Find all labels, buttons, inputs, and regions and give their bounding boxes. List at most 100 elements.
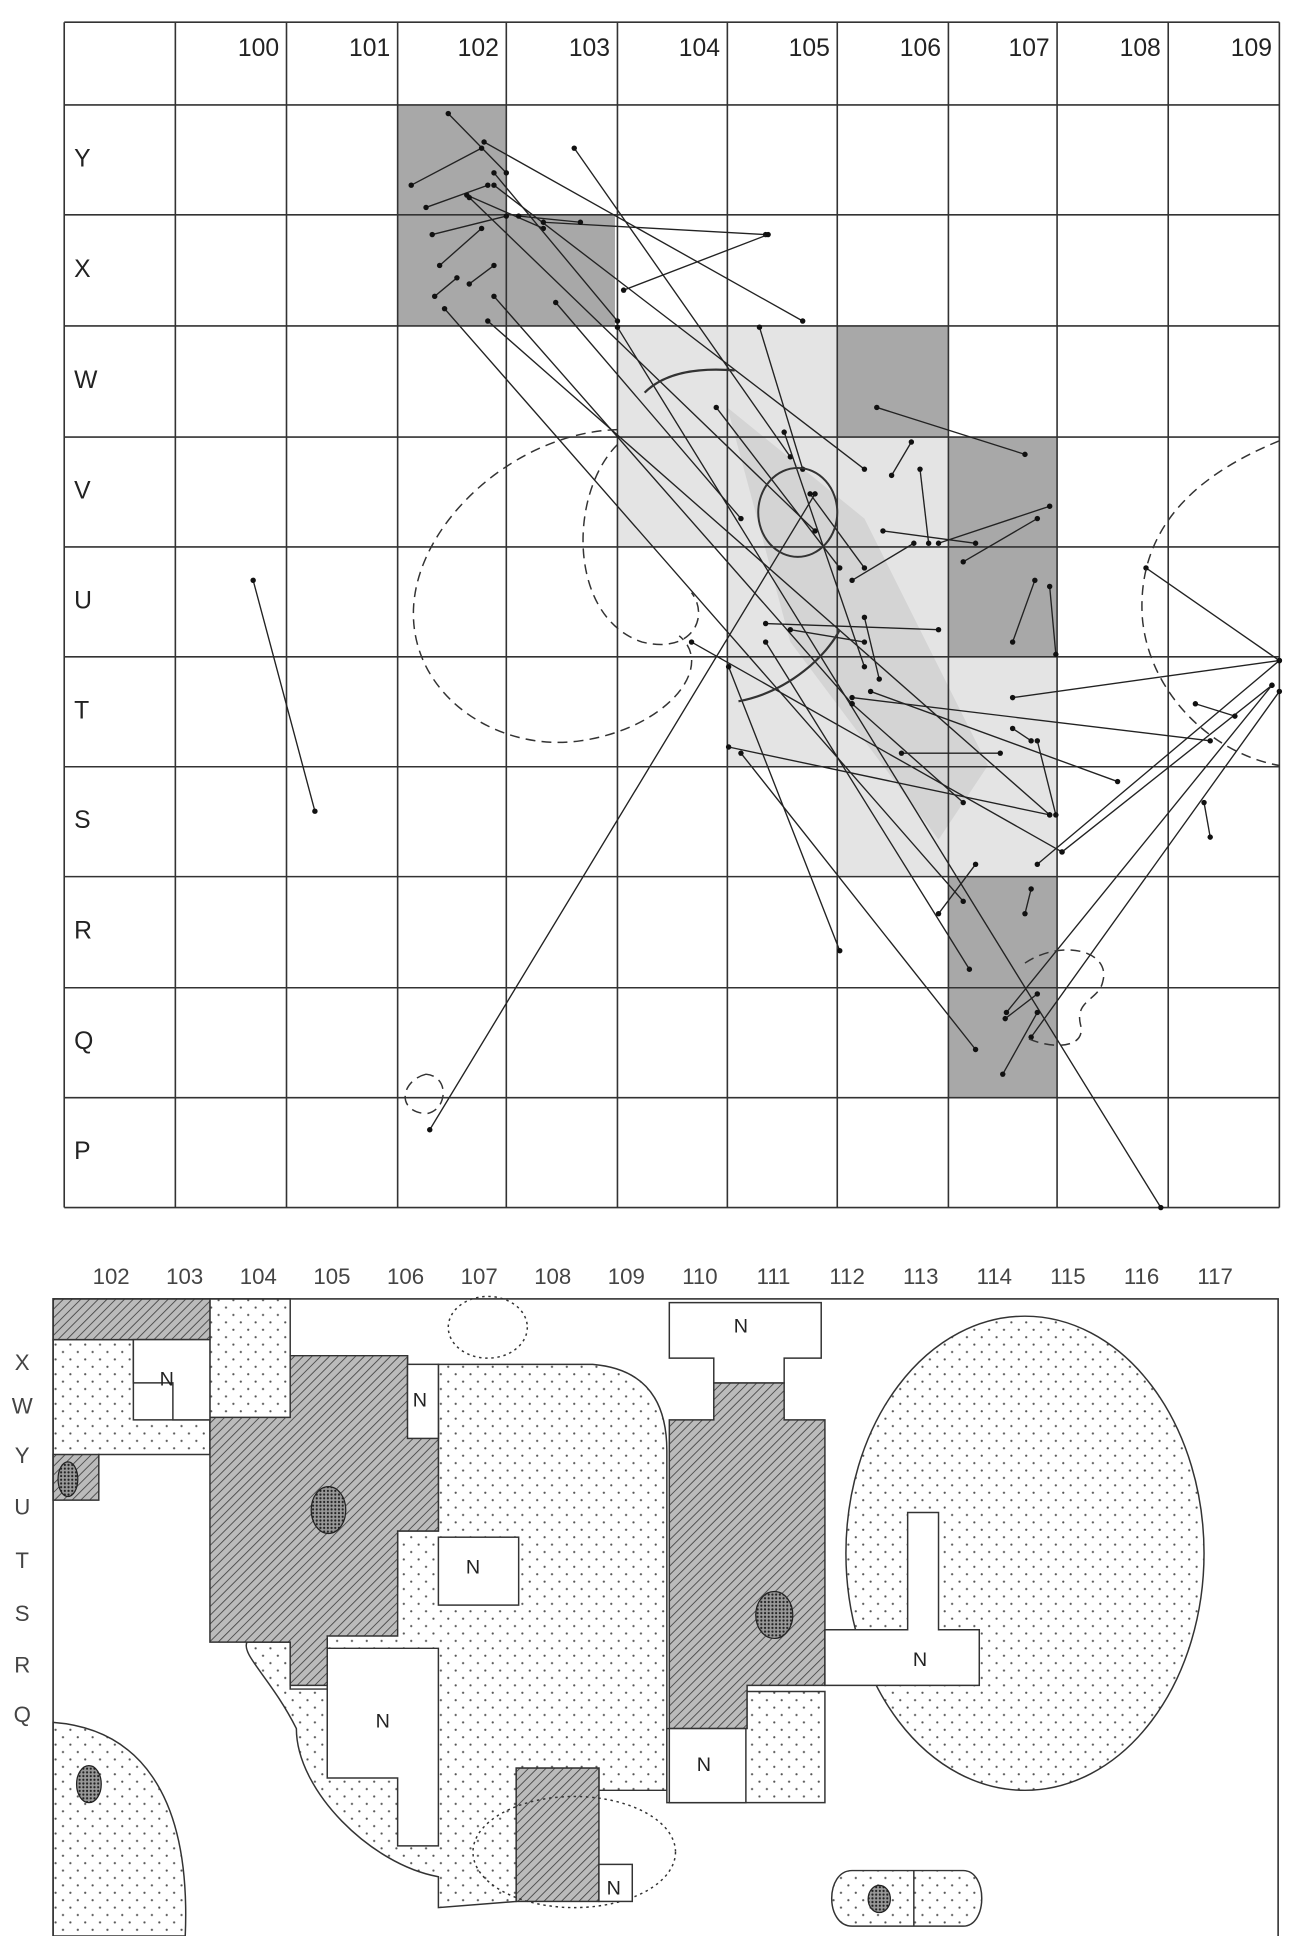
refit-line: [439, 227, 483, 266]
artifact-point: [491, 262, 497, 269]
artifact-point: [799, 318, 806, 324]
artifact-point: [861, 614, 868, 621]
artifact-point: [1034, 1009, 1041, 1016]
artifact-point: [1034, 515, 1041, 522]
artifact-point: [515, 213, 522, 219]
top-labels: 100 101 102 103 104 105 106 107 108 109 Y X W V U T S R Q P: [74, 35, 1272, 1165]
artifact-point: [485, 182, 491, 188]
artifact-point: [713, 404, 719, 411]
refit-line: [938, 505, 1050, 544]
refit-line: [573, 147, 791, 458]
artifact-point: [491, 293, 497, 300]
artifact-point: [972, 861, 979, 868]
refit-line: [434, 277, 458, 297]
artifact-point: [1114, 778, 1121, 785]
column-label: 113: [903, 1264, 938, 1289]
area-label: N: [466, 1556, 480, 1578]
refit-line: [518, 215, 581, 223]
artifact-point: [935, 910, 942, 917]
artifact-point: [614, 324, 621, 330]
row-label: T: [15, 1548, 29, 1573]
artifact-point: [972, 1046, 979, 1053]
refit-line: [765, 641, 970, 970]
row-label: Y: [74, 145, 90, 172]
artifact-point: [787, 626, 794, 633]
artifact-point: [423, 204, 429, 211]
artifact-point: [762, 639, 769, 645]
artifact-point: [429, 231, 435, 238]
artifact-point: [1000, 1071, 1006, 1077]
column-label: 104: [679, 35, 720, 62]
artifact-point: [1028, 1034, 1034, 1040]
refit-line: [425, 184, 489, 209]
artifact-point: [738, 515, 744, 522]
column-label: 105: [789, 35, 830, 62]
artifact-point: [849, 577, 855, 584]
artifact-point: [1034, 861, 1041, 868]
artifact-point: [1059, 849, 1065, 855]
refit-line: [1061, 684, 1273, 853]
artifact-point: [614, 318, 621, 324]
row-label: V: [74, 478, 91, 505]
column-label: 102: [93, 1264, 130, 1289]
artifact-point: [997, 750, 1003, 756]
artifact-point: [1022, 910, 1028, 917]
artifact-point: [917, 466, 923, 472]
row-label: T: [74, 697, 89, 724]
artifact-point: [861, 639, 868, 645]
refit-line: [728, 746, 1050, 816]
artifact-point: [312, 808, 318, 814]
refit-line: [487, 320, 1051, 816]
artifact-point: [1034, 738, 1041, 744]
refit-line: [790, 629, 865, 643]
refit-line: [493, 172, 618, 322]
row-label: S: [15, 1601, 30, 1626]
row-label: X: [74, 256, 90, 283]
artifact-point: [552, 299, 559, 306]
column-label: 106: [900, 35, 941, 62]
area-label: N: [697, 1754, 711, 1776]
column-label: 102: [458, 35, 499, 62]
bottom-labels: 102 103 104 105 106 107 108 109 110 111 112 113 114 1…: [12, 1264, 1233, 1900]
artifact-point: [1201, 799, 1207, 806]
column-label: 103: [569, 35, 610, 62]
artifact-point: [1192, 701, 1199, 707]
refit-line: [1005, 684, 1273, 1013]
artifact-point: [431, 293, 438, 300]
column-label: 108: [534, 1264, 571, 1289]
artifact-point: [812, 528, 818, 534]
artifact-point: [812, 491, 818, 497]
row-label: S: [74, 807, 90, 834]
artifact-point: [577, 219, 584, 225]
column-label: 104: [240, 1264, 277, 1289]
refit-line: [1012, 727, 1032, 742]
refit-line: [1036, 660, 1280, 865]
row-label: R: [74, 918, 92, 945]
refit-line: [691, 641, 1063, 853]
artifact-point: [888, 472, 895, 479]
refit-line: [252, 580, 316, 812]
refit-line: [1002, 1012, 1038, 1075]
refit-line: [1036, 740, 1057, 816]
refit-line: [468, 264, 495, 285]
refit-line: [765, 622, 939, 631]
column-label: 114: [977, 1264, 1012, 1289]
refit-line: [1004, 993, 1038, 1020]
refit-line: [432, 215, 507, 236]
column-label: 110: [682, 1264, 717, 1289]
artifact-point: [861, 565, 868, 571]
artifact-point: [1207, 834, 1213, 840]
artifact-point: [807, 491, 813, 497]
artifact-point: [1009, 639, 1016, 645]
artifact-point: [1276, 657, 1283, 664]
artifact-point: [738, 750, 744, 756]
artifact-point: [935, 540, 942, 546]
row-label: W: [74, 367, 98, 394]
artifact-point: [935, 626, 942, 633]
refit-line: [410, 147, 482, 186]
artifact-point: [925, 540, 932, 546]
row-label: R: [14, 1653, 30, 1678]
refit-line: [882, 530, 976, 544]
refit-line: [493, 184, 865, 470]
refit-line: [783, 431, 866, 667]
